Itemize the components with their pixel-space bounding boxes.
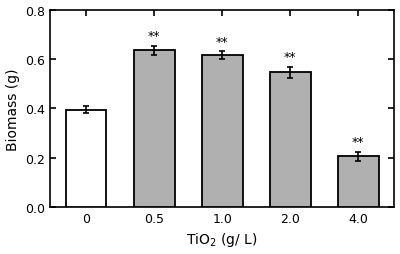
Bar — [270, 73, 311, 207]
Text: **: ** — [216, 35, 228, 48]
X-axis label: TiO$_2$ (g/ L): TiO$_2$ (g/ L) — [186, 231, 258, 248]
Bar — [66, 110, 106, 207]
Bar — [338, 157, 379, 207]
Text: **: ** — [352, 136, 365, 149]
Text: **: ** — [284, 51, 296, 64]
Y-axis label: Biomass (g): Biomass (g) — [6, 68, 20, 150]
Bar — [134, 51, 174, 207]
Text: **: ** — [148, 30, 160, 43]
Bar — [202, 56, 243, 207]
